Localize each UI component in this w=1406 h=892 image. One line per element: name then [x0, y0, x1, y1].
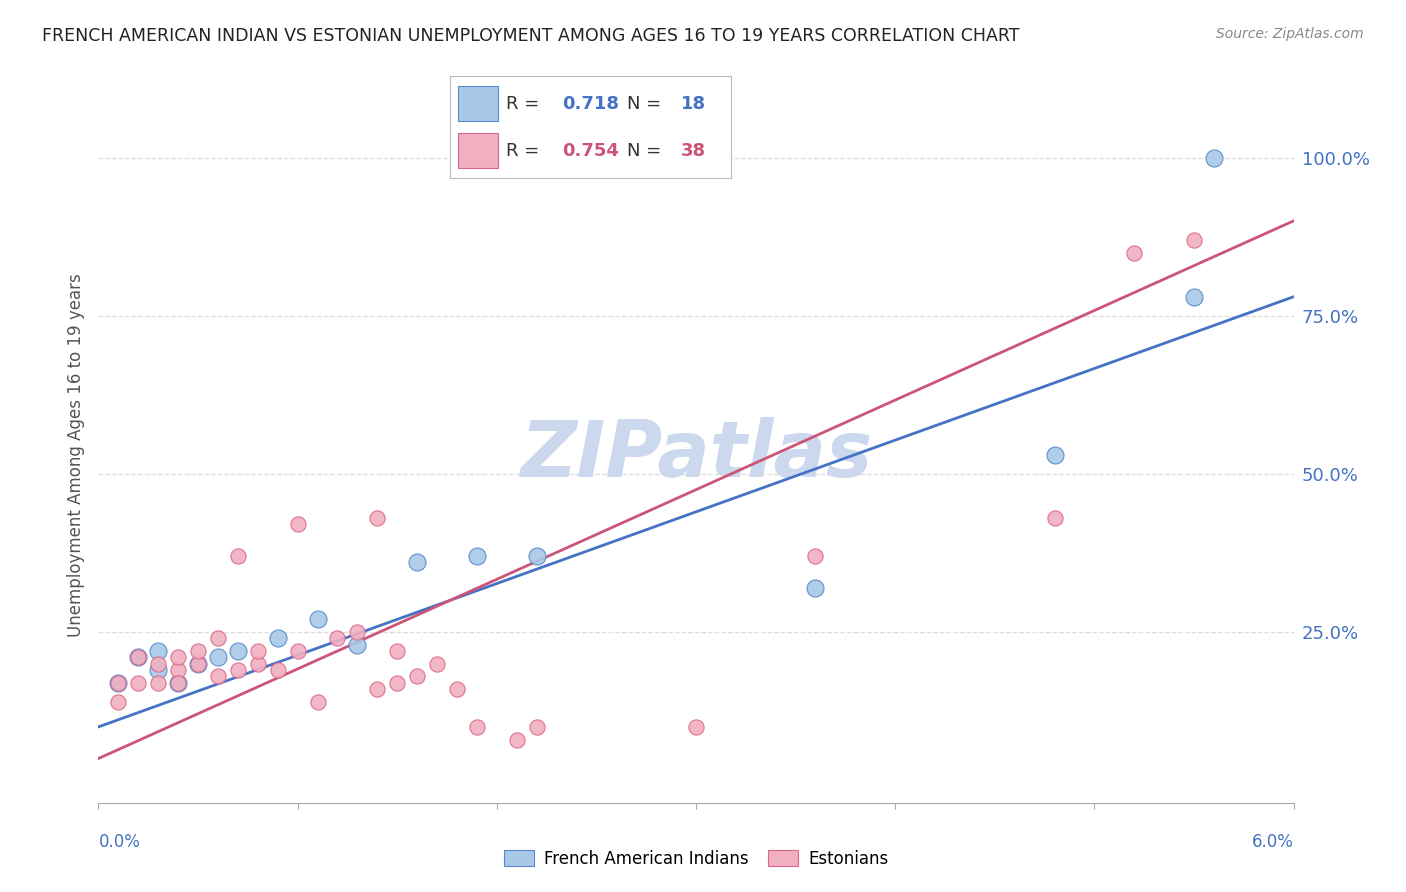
Point: [346, 638, 368, 652]
Point: [685, 720, 707, 734]
Point: [287, 517, 309, 532]
Point: [526, 720, 548, 734]
Point: [187, 644, 209, 658]
Point: [804, 549, 827, 563]
Point: [465, 549, 488, 563]
Bar: [458, 133, 498, 168]
Text: R =: R =: [506, 95, 546, 112]
Point: [326, 632, 349, 646]
Text: 0.0%: 0.0%: [98, 833, 141, 851]
Text: FRENCH AMERICAN INDIAN VS ESTONIAN UNEMPLOYMENT AMONG AGES 16 TO 19 YEARS CORREL: FRENCH AMERICAN INDIAN VS ESTONIAN UNEMP…: [42, 27, 1019, 45]
Point: [1123, 245, 1146, 260]
Text: 0.718: 0.718: [562, 95, 620, 112]
Point: [804, 581, 827, 595]
Point: [267, 663, 290, 677]
Point: [385, 644, 409, 658]
Point: [148, 675, 170, 690]
Point: [506, 732, 529, 747]
Point: [226, 663, 249, 677]
Point: [526, 549, 548, 563]
Legend: French American Indians, Estonians: French American Indians, Estonians: [496, 843, 896, 874]
Point: [107, 695, 129, 709]
Point: [346, 625, 368, 640]
Point: [426, 657, 449, 671]
Point: [107, 675, 129, 690]
Point: [307, 695, 329, 709]
Text: Source: ZipAtlas.com: Source: ZipAtlas.com: [1216, 27, 1364, 41]
Point: [406, 669, 429, 683]
Point: [226, 644, 249, 658]
Point: [406, 556, 429, 570]
Point: [1043, 448, 1066, 462]
Point: [167, 675, 190, 690]
Point: [167, 650, 190, 665]
Point: [207, 669, 229, 683]
Text: 18: 18: [681, 95, 706, 112]
Text: 0.754: 0.754: [562, 142, 619, 160]
Point: [267, 632, 290, 646]
Text: N =: N =: [627, 142, 666, 160]
Point: [127, 650, 149, 665]
Point: [226, 549, 249, 563]
Point: [446, 681, 468, 696]
Text: R =: R =: [506, 142, 546, 160]
Text: 38: 38: [681, 142, 706, 160]
Text: ZIPatlas: ZIPatlas: [520, 417, 872, 493]
Point: [148, 644, 170, 658]
Point: [465, 720, 488, 734]
Point: [167, 663, 190, 677]
Point: [366, 681, 388, 696]
Point: [246, 657, 269, 671]
Point: [167, 675, 190, 690]
Point: [366, 511, 388, 525]
Point: [1182, 233, 1205, 247]
Point: [127, 650, 149, 665]
Point: [385, 675, 409, 690]
Point: [148, 663, 170, 677]
Point: [246, 644, 269, 658]
Point: [207, 632, 229, 646]
Bar: [458, 87, 498, 121]
Point: [207, 650, 229, 665]
Text: 6.0%: 6.0%: [1251, 833, 1294, 851]
Point: [107, 675, 129, 690]
Point: [1202, 151, 1225, 165]
Point: [187, 657, 209, 671]
Y-axis label: Unemployment Among Ages 16 to 19 years: Unemployment Among Ages 16 to 19 years: [66, 273, 84, 637]
Point: [307, 612, 329, 626]
Point: [1043, 511, 1066, 525]
Point: [287, 644, 309, 658]
Point: [1182, 290, 1205, 304]
Text: N =: N =: [627, 95, 666, 112]
Point: [187, 657, 209, 671]
Point: [148, 657, 170, 671]
Point: [127, 675, 149, 690]
